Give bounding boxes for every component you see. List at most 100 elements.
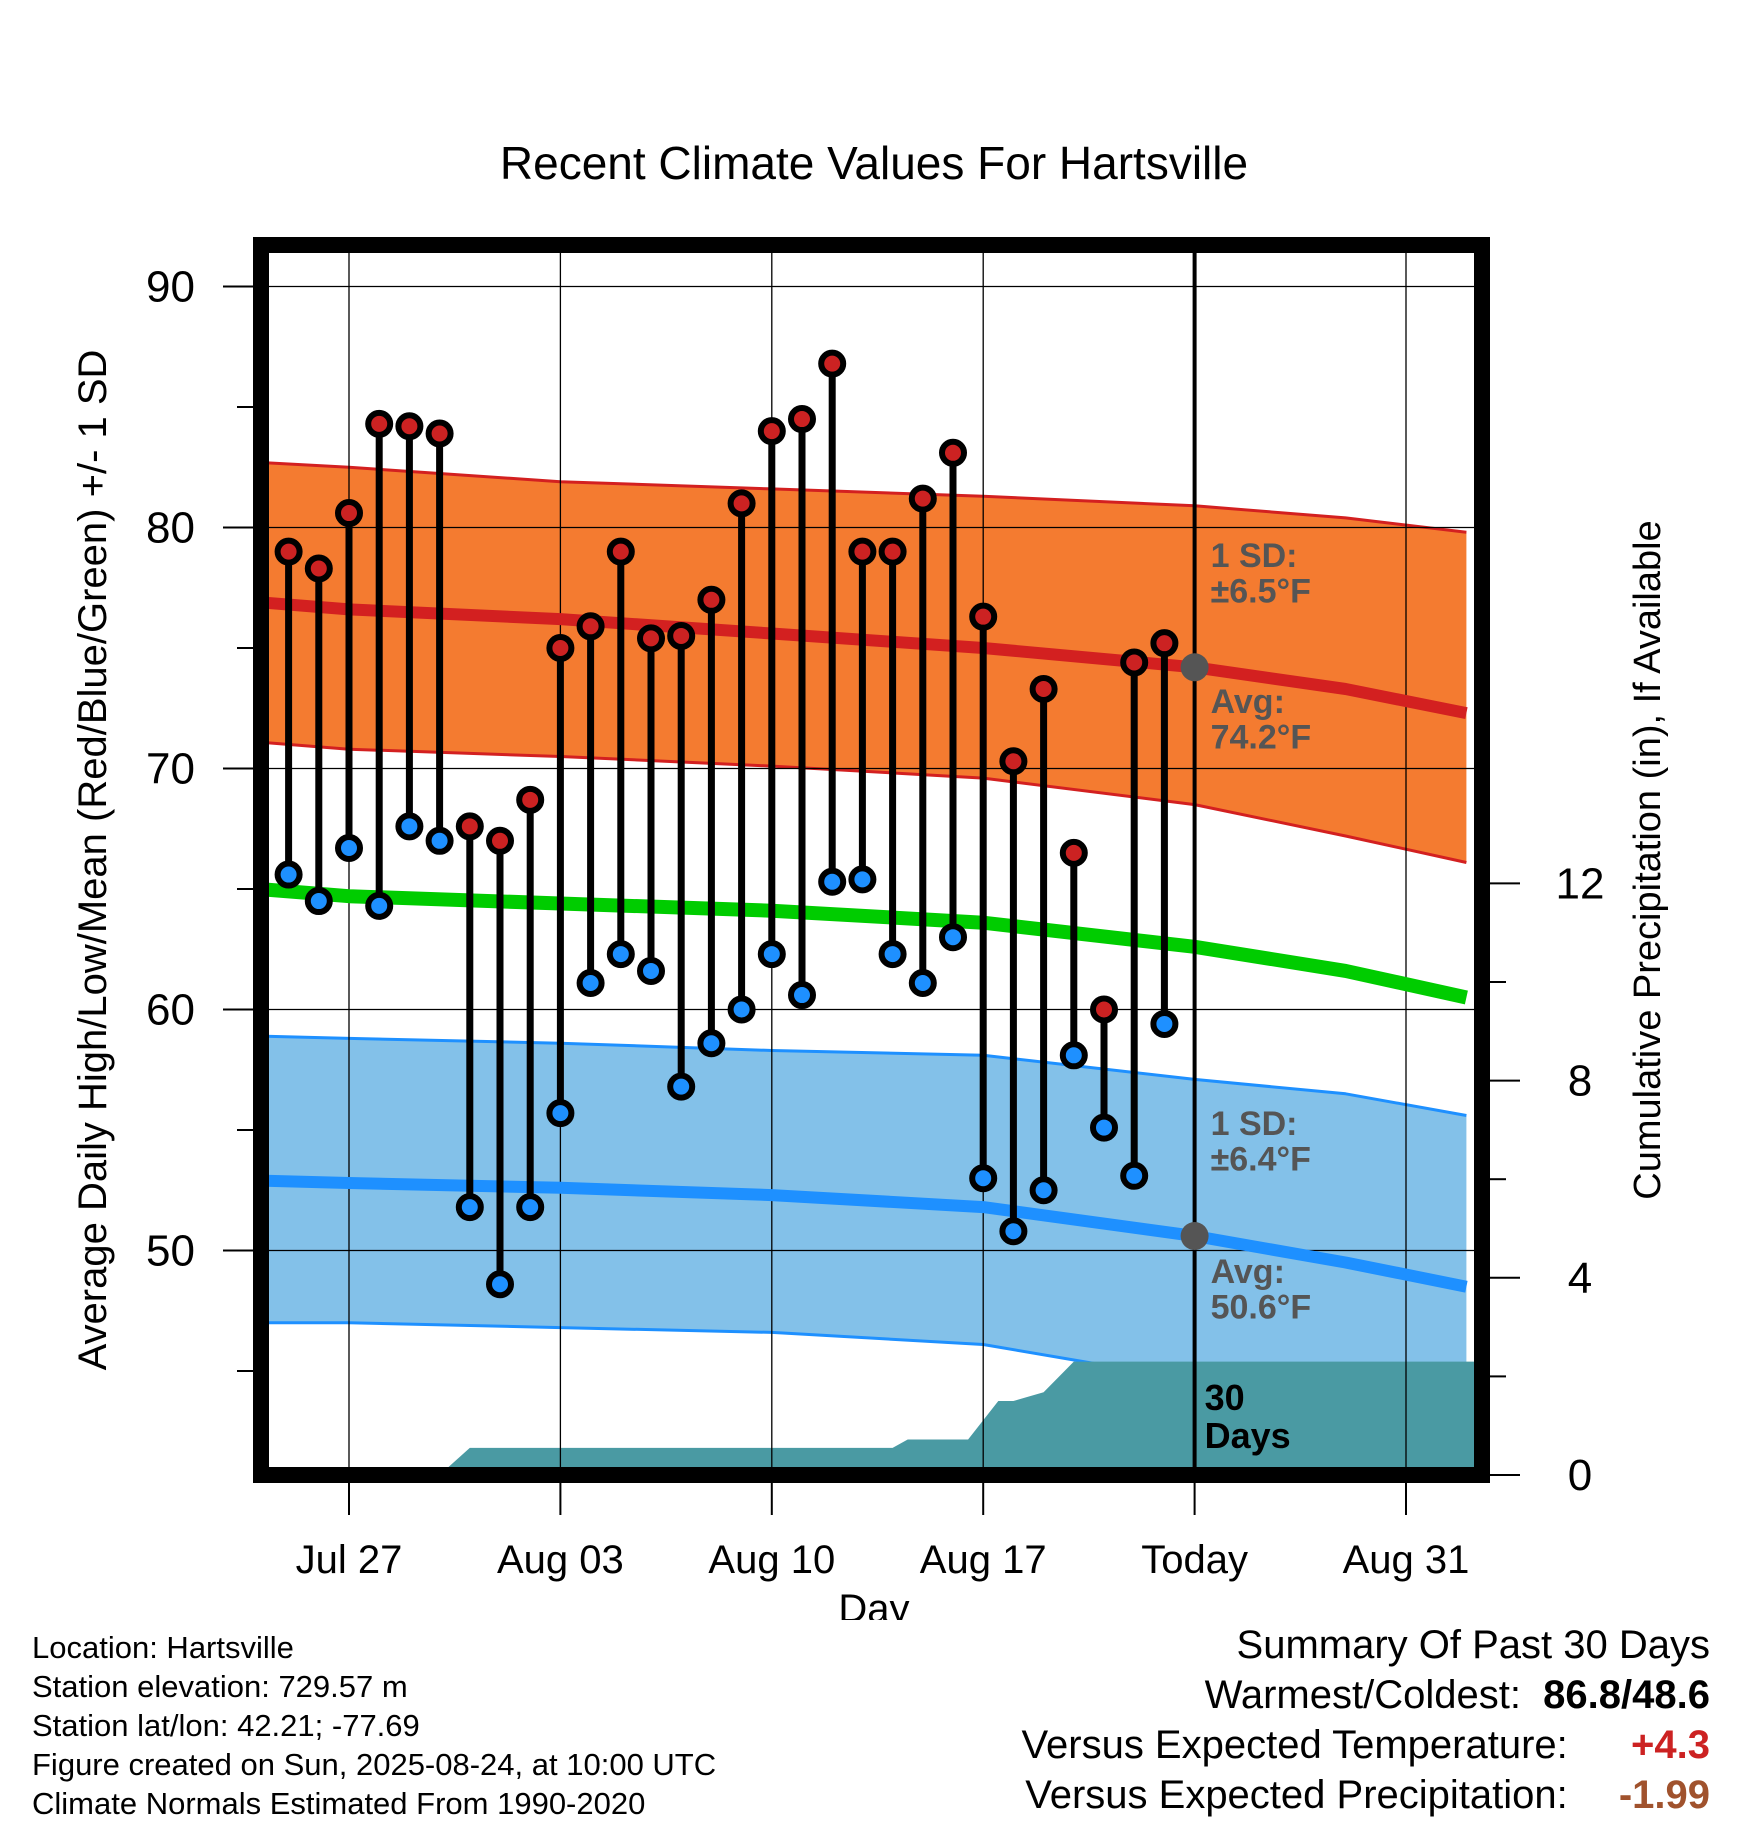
high-avg-annotation-line: 74.2°F (1211, 719, 1312, 757)
daily-low-point (999, 1217, 1028, 1246)
warmest-coldest-value: 86.8/48.6 (1543, 1673, 1710, 1717)
x-tick-label: Aug 17 (920, 1538, 1047, 1582)
y-axis-label: Average Daily High/Low/Mean (Red/Blue/Gr… (71, 350, 115, 1371)
daily-high-point (969, 602, 998, 631)
y2-axis-label: Cumulative Precipitation (in), If Availa… (1627, 520, 1669, 1199)
daily-high-point (637, 624, 665, 653)
high-avg-annotation-line: Avg: (1211, 683, 1285, 721)
normal-low-line (261, 1174, 1468, 1293)
daily-high-point (727, 489, 756, 518)
daily-high-point (486, 826, 514, 855)
high-sd-annotation-line: 1 SD: (1211, 537, 1298, 575)
high-avg-annotation: Avg: 74.2°F (1211, 683, 1312, 757)
daily-high-point (1029, 674, 1058, 703)
plot-frame (253, 237, 1490, 1483)
daily-high-point (1059, 838, 1088, 867)
low-sd-annotation-line: ±6.4°F (1211, 1141, 1311, 1179)
daily-low-point (606, 940, 635, 969)
x-tick-label: Aug 10 (708, 1538, 835, 1582)
precip-vs-expected-value: -1.99 (1618, 1773, 1710, 1817)
daily-high-point (939, 438, 967, 467)
daily-low-point (969, 1164, 998, 1193)
daily-high-point (606, 537, 635, 566)
summary-panel: Summary Of Past 30 Days Warmest/Coldest:… (1022, 1620, 1710, 1820)
daily-high-point (999, 747, 1028, 776)
warmest-coldest-label: Warmest/Coldest: (1204, 1673, 1521, 1717)
daily-low-point (637, 956, 665, 985)
high-sd-lower-line (261, 740, 1467, 864)
daily-low-point (274, 860, 303, 889)
precip-days-annotation-line: 30 (1205, 1377, 1245, 1418)
normal-mean-line (261, 882, 1468, 1005)
low-avg-annotation-line: Avg: (1211, 1253, 1285, 1291)
high-sd-annotation: 1 SD: ±6.5°F (1211, 537, 1311, 611)
daily-low-point (939, 923, 967, 952)
y-tick-label: 60 (146, 986, 195, 1035)
daily-low-point (516, 1193, 545, 1222)
daily-high-point (1150, 629, 1179, 658)
daily-low-point (1090, 1113, 1118, 1142)
y-tick-label: 80 (146, 504, 195, 553)
daily-low-point (395, 812, 424, 841)
low-sd-annotation-line: 1 SD: (1211, 1105, 1298, 1143)
low-avg-annotation-line: 50.6°F (1211, 1289, 1312, 1327)
daily-high-point (455, 812, 484, 841)
precipitation-area (261, 1361, 1479, 1475)
daily-high-point (878, 537, 907, 566)
info-created: Figure created on Sun, 2025-08-24, at 10… (32, 1747, 717, 1782)
temp-vs-expected-label: Versus Expected Temperature: (1021, 1723, 1568, 1767)
info-elevation: Station elevation: 729.57 m (32, 1669, 408, 1704)
daily-low-point (365, 891, 394, 920)
axes: 50 60 70 80 90 0 4 8 12 Jul 27 Aug 03 Aug 10 Aug 17 T… (146, 237, 1604, 1582)
temp-vs-expected-value: +4.3 (1631, 1723, 1710, 1767)
x-tick-label: Aug 31 (1343, 1538, 1470, 1582)
daily-low-point (818, 867, 847, 896)
daily-low-point (576, 968, 605, 997)
daily-low-point (455, 1193, 484, 1222)
today-high-avg-marker (1180, 653, 1209, 682)
daily-high-point (516, 785, 545, 814)
daily-low-point (1059, 1041, 1088, 1070)
x-tick-label: Jul 27 (296, 1538, 403, 1582)
daily-high-point (365, 409, 394, 438)
daily-high-point (848, 537, 877, 566)
chart-title: Recent Climate Values For Hartsville (500, 137, 1248, 189)
daily-low-point (304, 887, 333, 916)
daily-high-point (274, 537, 303, 566)
precip-days-annotation: 30 Days (1205, 1377, 1291, 1456)
daily-low-point (667, 1072, 696, 1101)
info-location: Location: Hartsville (32, 1630, 294, 1665)
x-tick-label: Aug 03 (497, 1538, 624, 1582)
daily-high-point (788, 405, 816, 434)
y-tick-label: 50 (146, 1227, 195, 1276)
normal-high-line (261, 596, 1468, 719)
info-normals: Climate Normals Estimated From 1990-2020 (32, 1786, 646, 1821)
daily-low-point (1120, 1161, 1149, 1190)
daily-high-point (425, 419, 454, 448)
daily-high-point (395, 412, 424, 441)
daily-high-point (576, 612, 605, 641)
daily-low-point (1029, 1176, 1058, 1205)
daily-low-point (486, 1270, 514, 1299)
daily-low-point (425, 826, 454, 855)
daily-low-point (788, 981, 816, 1010)
precip-vs-expected-label: Versus Expected Precipitation: (1025, 1773, 1568, 1817)
daily-low-point (1150, 1009, 1179, 1038)
daily-low-point (335, 834, 363, 863)
low-avg-annotation: Avg: 50.6°F (1211, 1253, 1312, 1327)
low-sd-annotation: 1 SD: ±6.4°F (1211, 1105, 1311, 1179)
daily-high-point (818, 349, 847, 378)
daily-low-point (908, 968, 937, 997)
daily-high-point (546, 634, 575, 662)
daily-high-point (908, 484, 937, 513)
y2-tick-label: 4 (1568, 1254, 1592, 1303)
y2-tick-label: 0 (1568, 1451, 1592, 1500)
x-axis-label: Day (838, 1587, 909, 1620)
daily-low-point (546, 1099, 575, 1128)
info-latlon: Station lat/lon: 42.21; -77.69 (32, 1708, 420, 1743)
climate-chart: Recent Climate Values For Hartsville 1 S… (71, 137, 1669, 1620)
daily-low-point (697, 1029, 726, 1058)
daily-high-point (1120, 648, 1149, 677)
station-info: Location: Hartsville Station elevation: … (32, 1628, 716, 1823)
